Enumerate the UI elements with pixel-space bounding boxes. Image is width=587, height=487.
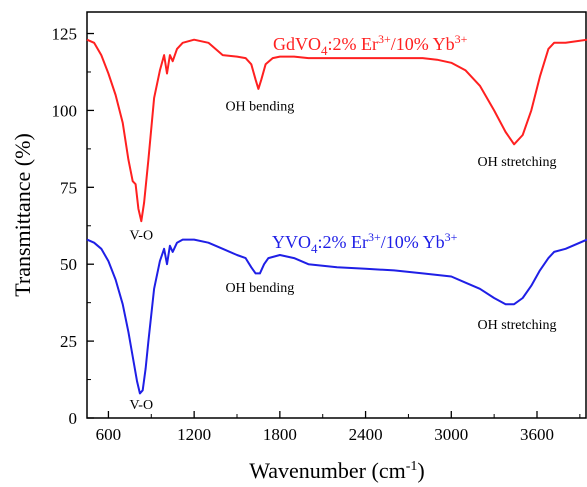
y-tick-label: 100	[52, 101, 78, 120]
annotation-label: OH stretching	[478, 155, 557, 170]
annotation-label: OH bending	[225, 281, 294, 296]
x-tick-label: 2400	[349, 425, 383, 444]
x-tick-label: 3600	[520, 425, 554, 444]
series-line-0	[86, 38, 587, 223]
series-label-yvo4: YVO4:2% Er3+/10% Yb3+	[272, 230, 458, 256]
annotation-label: V-O	[129, 229, 153, 244]
plot-area-frame	[86, 11, 587, 419]
annotation-label: OH bending	[225, 99, 294, 114]
x-tick-label: 600	[96, 425, 122, 444]
annotations-layer: V-O OH bending OH stretching V-O OH bending O…	[129, 99, 556, 412]
y-tick-label: 25	[60, 332, 77, 351]
y-tick-label: 0	[69, 409, 78, 428]
series-layer	[86, 38, 587, 395]
series-line-1	[86, 238, 587, 395]
y-axis-title: Transmittance (%)	[10, 133, 35, 297]
x-tick-label: 3000	[434, 425, 468, 444]
annotation-label: OH stretching	[478, 318, 557, 333]
axis-ticks: 600 1200 1800 2400 3000 3600 0 25 50 75 100 125	[52, 25, 581, 444]
annotation-label: V-O	[129, 398, 153, 413]
x-tick-label: 1200	[177, 425, 211, 444]
x-axis-title: Wavenumber (cm-1)	[249, 458, 424, 483]
series-label-gdvo4: GdVO4:2% Er3+/10% Yb3+	[273, 32, 468, 58]
x-tick-label: 1800	[263, 425, 297, 444]
y-tick-label: 125	[52, 25, 78, 44]
y-tick-label: 50	[60, 255, 77, 274]
y-tick-label: 75	[60, 178, 77, 197]
